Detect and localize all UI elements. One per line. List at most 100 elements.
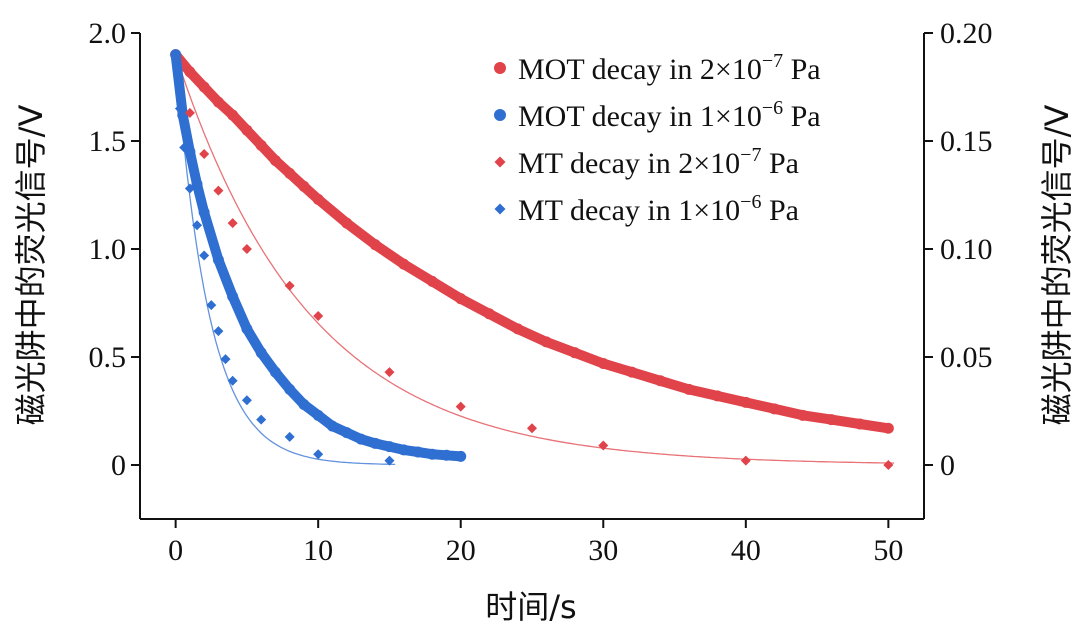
series-1-point-9 [269,366,281,378]
x-tick-label-3: 30 [588,534,618,567]
series-2-point-8 [384,367,395,378]
series-0-point-23 [683,383,695,395]
data-points [170,49,894,470]
series-3-point-0 [170,49,181,60]
series-1-point-4 [198,206,210,218]
series-0-point-17 [512,323,524,335]
y-right-tick-label-0: 0 [940,449,955,482]
legend-label-1: MOT decay in 1×10−6 Pa [518,97,821,133]
y-axis-title-left: 磁光阱中的荧光信号/V [12,105,50,426]
series-0-point-11 [341,217,353,229]
series-1-point-15 [355,433,367,445]
series-1-point-7 [241,323,253,335]
legend-label-2: MT decay in 2×10−7 Pa [518,144,799,180]
series-0-point-15 [455,293,467,305]
series-1-point-3 [191,178,203,190]
axes: 0 10 20 30 40 50 0 0.5 1.0 1.5 2.0 0 0.05 0.10 0.15 0.2… [89,17,993,567]
fit-curve-1 [174,54,396,466]
series-0-point-16 [483,308,495,320]
legend-marker-1 [494,109,506,121]
y-right-tick-label-4: 0.20 [940,17,993,50]
series-3-point-6 [206,300,217,311]
series-0-point-22 [654,375,666,387]
y-right-tick-label-1: 0.05 [940,341,993,374]
fit-curves [174,54,895,466]
fit-curve-0 [174,54,895,464]
series-0-point-12 [369,239,381,251]
series-0-point-21 [626,366,638,378]
series-1-point-6 [227,291,239,303]
series-1-point-13 [326,420,338,432]
series-1-point-16 [369,437,381,449]
series-3-point-5 [199,250,210,261]
series-2-point-5 [241,244,252,254]
series-2-point-6 [284,280,295,291]
series-0-point-6 [255,139,267,151]
legend-marker-0 [494,62,506,74]
series-3-point-13 [313,449,324,460]
series-0-point-27 [797,409,809,421]
series-0-point-7 [269,154,281,166]
series-1-point-21 [440,449,452,461]
x-tick-label-5: 50 [873,534,903,567]
series-1-point-11 [298,399,310,411]
series-2-point-4 [227,218,238,229]
series-0-point-29 [854,418,866,430]
series-3-point-7 [213,326,224,337]
series-0-point-28 [825,414,837,426]
series-2-point-13 [883,460,894,470]
legend-label-0: MOT decay in 2×10−7 Pa [518,50,821,86]
series-2-point-3 [213,185,224,196]
legend-marker-3 [494,203,506,215]
series-1-point-5 [212,254,224,266]
series-1-point-8 [255,347,267,359]
y-axis-title-right: 磁光阱中的荧光信号/V [1038,105,1076,426]
series-3-point-10 [241,395,252,406]
series-1-point-12 [312,409,324,421]
legend-marker-2 [494,156,506,168]
series-3-point-12 [284,431,295,442]
series-1-point-10 [284,383,296,395]
series-0-point-8 [284,167,296,179]
series-0-point-26 [768,403,780,415]
series-0-point-20 [597,357,609,369]
series-0-point-30 [882,422,894,434]
series-3-point-9 [227,375,238,386]
series-0-point-5 [241,124,253,136]
series-0-point-2 [198,81,210,93]
series-2-point-9 [455,401,466,412]
series-3-point-8 [220,354,231,365]
series-0-point-1 [184,66,196,78]
series-0-point-25 [740,396,752,408]
x-axis-title: 时间/s [485,588,576,626]
series-0-point-14 [426,275,438,287]
series-2-point-12 [740,455,751,466]
y-right-tick-label-3: 0.15 [940,125,993,158]
series-0-point-9 [298,180,310,192]
x-tick-label-4: 40 [731,534,761,567]
series-1-point-22 [455,450,467,462]
series-3-point-11 [256,414,267,425]
y-right-tick-label-2: 0.10 [940,233,993,266]
series-1-point-20 [426,448,438,460]
series-1-point-19 [412,446,424,458]
series-0-point-4 [227,109,239,121]
series-0-point-10 [312,193,324,205]
series-3-point-14 [384,455,395,466]
legend: MOT decay in 2×10−7 Pa MOT decay in 1×10−… [494,50,821,227]
series-3-point-4 [192,220,203,231]
y-left-tick-label-0: 0 [111,449,126,482]
series-3-point-3 [184,183,195,194]
series-0-point-13 [398,258,410,270]
series-2-point-10 [527,423,537,434]
x-tick-label-1: 10 [303,534,333,567]
series-2-point-7 [313,310,324,321]
series-0-point-24 [711,390,723,402]
y-left-tick-label-2: 1.0 [89,233,127,266]
series-2-point-1 [184,107,195,118]
series-1-point-17 [383,441,395,453]
y-left-tick-label-1: 0.5 [89,341,127,374]
y-left-tick-label-4: 2.0 [89,17,127,50]
series-0-point-3 [212,96,224,108]
